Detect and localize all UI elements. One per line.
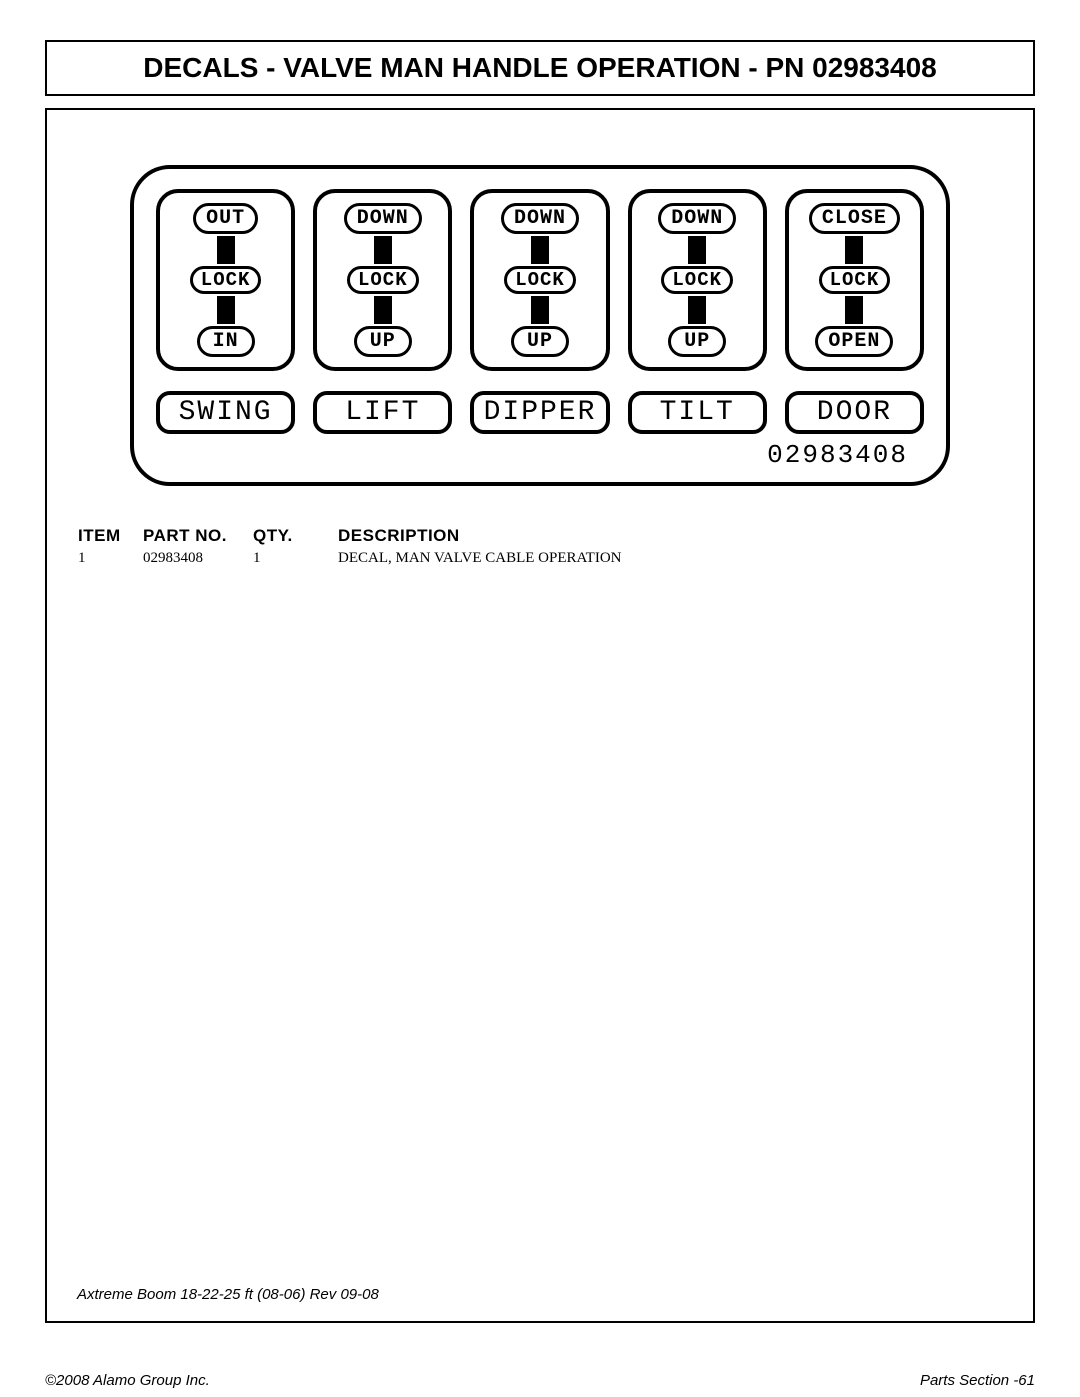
- control-top-label: OUT: [193, 203, 258, 234]
- indicator-bar: [685, 236, 709, 264]
- cell-part: 02983408: [143, 550, 253, 567]
- page-title: DECALS - VALVE MAN HANDLE OPERATION - PN…: [67, 52, 1013, 84]
- control-bot-label: UP: [354, 326, 412, 357]
- control-top-label: DOWN: [501, 203, 579, 234]
- content-box: OUT LOCK IN DOWN LOCK UP DOWN: [45, 108, 1035, 1323]
- labels-row: SWING LIFT DIPPER TILT DOOR: [156, 391, 924, 434]
- control-mid-label: LOCK: [347, 266, 419, 294]
- cell-desc: DECAL, MAN VALVE CABLE OPERATION: [338, 550, 1008, 567]
- table-row: 1 02983408 1 DECAL, MAN VALVE CABLE OPER…: [78, 546, 1008, 567]
- cell-qty: 1: [253, 550, 338, 567]
- control-swing: OUT LOCK IN: [156, 189, 295, 371]
- control-tilt: DOWN LOCK UP: [628, 189, 767, 371]
- control-name-door: DOOR: [785, 391, 924, 434]
- header-desc: DESCRIPTION: [338, 526, 1008, 546]
- indicator-bar: [214, 296, 238, 324]
- cell-item: 1: [78, 550, 143, 567]
- control-bot-label: UP: [511, 326, 569, 357]
- control-bot-label: UP: [668, 326, 726, 357]
- parts-table: ITEM PART NO. QTY. DESCRIPTION 1 0298340…: [72, 526, 1008, 567]
- control-name-tilt: TILT: [628, 391, 767, 434]
- decal-illustration: OUT LOCK IN DOWN LOCK UP DOWN: [130, 165, 950, 486]
- revision-line: Axtreme Boom 18-22-25 ft (08-06) Rev 09-…: [77, 1286, 379, 1303]
- indicator-bar: [371, 296, 395, 324]
- indicator-bar: [214, 236, 238, 264]
- control-dipper: DOWN LOCK UP: [470, 189, 609, 371]
- decal-part-number: 02983408: [156, 434, 924, 472]
- decal-outer: OUT LOCK IN DOWN LOCK UP DOWN: [130, 165, 950, 486]
- control-top-label: CLOSE: [809, 203, 900, 234]
- indicator-bar: [842, 296, 866, 324]
- control-name-swing: SWING: [156, 391, 295, 434]
- control-mid-label: LOCK: [819, 266, 891, 294]
- control-door: CLOSE LOCK OPEN: [785, 189, 924, 371]
- control-lift: DOWN LOCK UP: [313, 189, 452, 371]
- control-mid-label: LOCK: [504, 266, 576, 294]
- indicator-bar: [842, 236, 866, 264]
- footer-right: Parts Section -61: [920, 1372, 1035, 1389]
- indicator-bar: [528, 236, 552, 264]
- control-bot-label: IN: [197, 326, 255, 357]
- control-mid-label: LOCK: [661, 266, 733, 294]
- control-top-label: DOWN: [658, 203, 736, 234]
- indicator-bar: [685, 296, 709, 324]
- control-bot-label: OPEN: [815, 326, 893, 357]
- page: DECALS - VALVE MAN HANDLE OPERATION - PN…: [0, 0, 1080, 1397]
- control-top-label: DOWN: [344, 203, 422, 234]
- header-qty: QTY.: [253, 526, 338, 546]
- control-name-dipper: DIPPER: [470, 391, 609, 434]
- control-mid-label: LOCK: [190, 266, 262, 294]
- indicator-bar: [371, 236, 395, 264]
- footer-left: ©2008 Alamo Group Inc.: [45, 1372, 210, 1389]
- table-header-row: ITEM PART NO. QTY. DESCRIPTION: [78, 526, 1008, 546]
- title-box: DECALS - VALVE MAN HANDLE OPERATION - PN…: [45, 40, 1035, 96]
- header-item: ITEM: [78, 526, 143, 546]
- page-footer: ©2008 Alamo Group Inc. Parts Section -61: [45, 1372, 1035, 1389]
- indicator-bar: [528, 296, 552, 324]
- header-part: PART NO.: [143, 526, 253, 546]
- control-name-lift: LIFT: [313, 391, 452, 434]
- controls-row: OUT LOCK IN DOWN LOCK UP DOWN: [156, 189, 924, 371]
